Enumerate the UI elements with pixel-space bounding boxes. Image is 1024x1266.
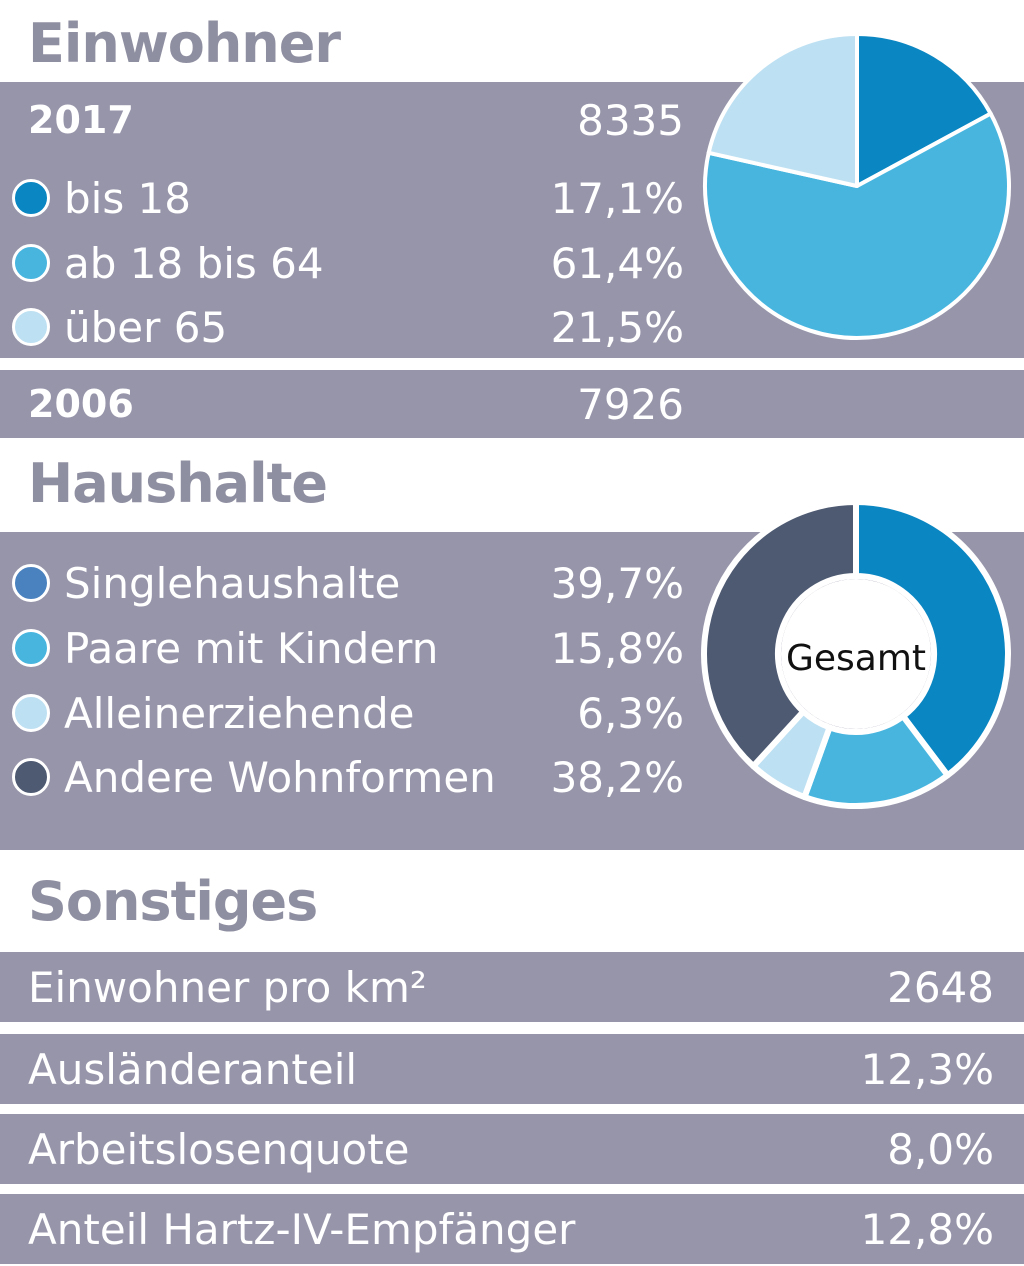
legend-value: 6,3% bbox=[577, 688, 684, 738]
year-2017-row: 2017 8335 bbox=[0, 90, 684, 150]
sonstiges-row-label: Arbeitslosenquote bbox=[28, 1124, 410, 1174]
legend-label: ab 18 bis 64 bbox=[64, 238, 324, 288]
donut-center-label: Gesamt bbox=[786, 638, 926, 679]
bis-18-dot-icon bbox=[12, 179, 50, 217]
legend-item-singlehaushalte: Singlehaushalte 39,7% bbox=[0, 553, 684, 613]
alleinerziehende-dot-icon bbox=[12, 694, 50, 732]
haushalte-heading: Haushalte bbox=[28, 452, 328, 515]
sonstiges-row-label: Ausländeranteil bbox=[28, 1044, 358, 1094]
sonstiges-row: Ausländeranteil 12,3% bbox=[0, 1034, 1024, 1104]
legend-value: 17,1% bbox=[550, 173, 684, 223]
year-2006-band bbox=[0, 370, 1024, 438]
year-2006-label: 2006 bbox=[28, 382, 134, 426]
pie-slice-ber-65 bbox=[706, 32, 859, 188]
sonstiges-row: Einwohner pro km² 2648 bbox=[0, 952, 1024, 1022]
paare-dot-icon bbox=[12, 629, 50, 667]
year-2006-value: 7926 bbox=[577, 379, 684, 429]
einwohner-pie-chart bbox=[703, 32, 1011, 340]
einwohner-heading: Einwohner bbox=[28, 12, 341, 75]
sonstiges-row-label: Einwohner pro km² bbox=[28, 962, 427, 1012]
ab-18-bis-64-dot-icon bbox=[12, 244, 50, 282]
year-2017-label: 2017 bbox=[28, 98, 134, 142]
sonstiges-row-value: 12,8% bbox=[860, 1204, 994, 1254]
legend-value: 38,2% bbox=[550, 752, 684, 802]
andere-wohnformen-dot-icon bbox=[12, 758, 50, 796]
legend-value: 21,5% bbox=[550, 302, 684, 352]
year-2006-row: 2006 7926 bbox=[0, 374, 684, 434]
legend-label: Paare mit Kindern bbox=[64, 623, 439, 673]
haushalte-donut-chart: Gesamt bbox=[701, 499, 1011, 809]
legend-item-ueber-65: über 65 21,5% bbox=[0, 297, 684, 357]
legend-item-paare-mit-kindern: Paare mit Kindern 15,8% bbox=[0, 618, 684, 678]
legend-value: 15,8% bbox=[550, 623, 684, 673]
sonstiges-row: Anteil Hartz-IV-Empfänger 12,8% bbox=[0, 1194, 1024, 1264]
legend-label: Andere Wohnformen bbox=[64, 752, 496, 802]
sonstiges-row-value: 2648 bbox=[887, 962, 994, 1012]
legend-item-bis-18: bis 18 17,1% bbox=[0, 168, 684, 228]
legend-item-alleinerziehende: Alleinerziehende 6,3% bbox=[0, 683, 684, 743]
legend-label: über 65 bbox=[64, 302, 228, 352]
ueber-65-dot-icon bbox=[12, 308, 50, 346]
sonstiges-row-value: 8,0% bbox=[887, 1124, 994, 1174]
legend-value: 39,7% bbox=[550, 558, 684, 608]
pie-slice-bis-18 bbox=[855, 32, 993, 188]
sonstiges-heading: Sonstiges bbox=[28, 870, 318, 933]
sonstiges-row-label: Anteil Hartz-IV-Empfänger bbox=[28, 1204, 576, 1254]
legend-label: bis 18 bbox=[64, 173, 192, 223]
legend-item-ab-18-bis-64: ab 18 bis 64 61,4% bbox=[0, 233, 684, 293]
donut-hole bbox=[781, 579, 931, 729]
singlehaushalte-dot-icon bbox=[12, 564, 50, 602]
donut-slice-singlehaushalte bbox=[853, 499, 1011, 779]
year-2017-value: 8335 bbox=[577, 95, 684, 145]
legend-item-andere-wohnformen: Andere Wohnformen 38,2% bbox=[0, 747, 684, 807]
legend-value: 61,4% bbox=[550, 238, 684, 288]
sonstiges-row-value: 12,3% bbox=[860, 1044, 994, 1094]
legend-label: Singlehaushalte bbox=[64, 558, 401, 608]
donut-slice-andere-wohnformen bbox=[701, 499, 859, 770]
legend-label: Alleinerziehende bbox=[64, 688, 415, 738]
sonstiges-row: Arbeitslosenquote 8,0% bbox=[0, 1114, 1024, 1184]
